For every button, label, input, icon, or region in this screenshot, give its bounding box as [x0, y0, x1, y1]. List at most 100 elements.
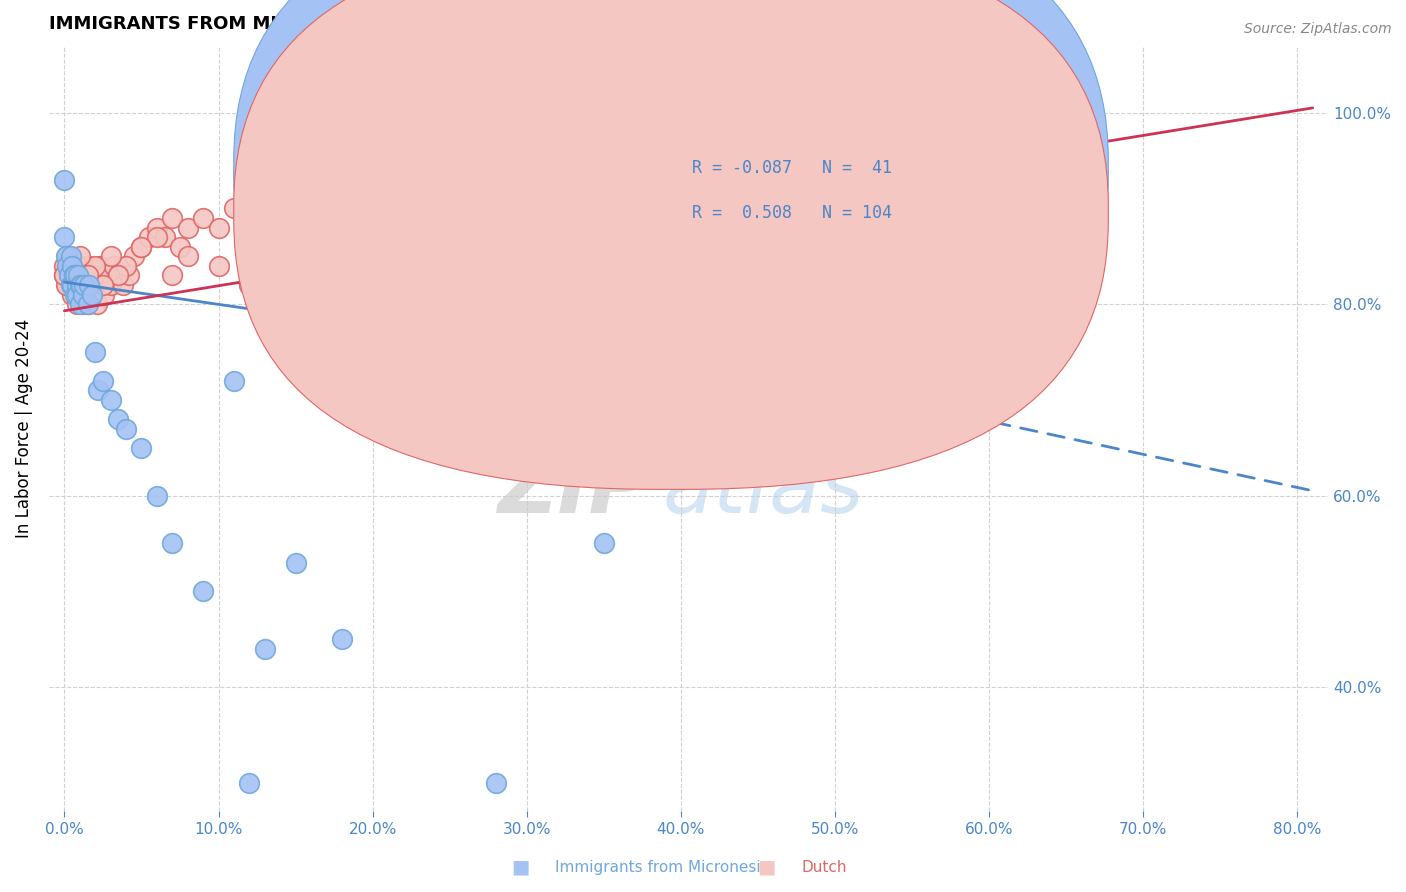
Point — [392, 172, 415, 186]
Point — [107, 268, 129, 283]
Point — [131, 240, 153, 254]
Point — [107, 268, 129, 283]
Point — [191, 584, 214, 599]
Point — [855, 144, 877, 158]
Point — [55, 259, 77, 273]
Point — [284, 202, 307, 216]
Point — [87, 384, 110, 398]
Point — [269, 268, 291, 283]
Point — [63, 268, 86, 283]
Point — [60, 259, 83, 273]
Point — [1008, 125, 1031, 139]
Point — [439, 182, 461, 196]
Point — [77, 277, 100, 292]
Point — [284, 556, 307, 570]
Text: atlas: atlas — [664, 450, 865, 531]
Point — [169, 240, 191, 254]
Point — [700, 268, 723, 283]
Point — [299, 249, 322, 263]
Point — [115, 259, 138, 273]
Point — [361, 345, 384, 359]
Text: Immigrants from Micronesia: Immigrants from Micronesia — [555, 860, 770, 874]
Point — [153, 230, 176, 244]
Point — [111, 277, 134, 292]
Point — [576, 153, 599, 168]
Point — [79, 277, 101, 292]
Point — [73, 277, 96, 292]
Point — [122, 249, 145, 263]
Point — [485, 775, 508, 789]
Point — [531, 172, 554, 186]
Point — [84, 259, 107, 273]
Point — [176, 249, 198, 263]
Point — [162, 268, 184, 283]
Point — [162, 536, 184, 550]
Point — [91, 277, 114, 292]
Point — [70, 277, 93, 292]
Point — [69, 259, 91, 273]
Text: ■: ■ — [510, 857, 530, 877]
Point — [66, 297, 89, 311]
Text: Source: ZipAtlas.com: Source: ZipAtlas.com — [1244, 22, 1392, 37]
Point — [66, 277, 89, 292]
Point — [131, 441, 153, 455]
Point — [75, 287, 97, 301]
Point — [60, 287, 83, 301]
Text: IMMIGRANTS FROM MICRONESIA VS DUTCH IN LABOR FORCE | AGE 20-24 CORRELATION CHART: IMMIGRANTS FROM MICRONESIA VS DUTCH IN L… — [49, 15, 1010, 33]
Text: R =  0.508   N = 104: R = 0.508 N = 104 — [692, 204, 891, 222]
Point — [73, 277, 96, 292]
Point — [948, 135, 970, 149]
Point — [58, 268, 80, 283]
Point — [762, 153, 785, 168]
Point — [103, 259, 125, 273]
Point — [346, 192, 368, 206]
Point — [207, 259, 229, 273]
Point — [58, 268, 80, 283]
Point — [77, 259, 100, 273]
Point — [623, 163, 645, 178]
Point — [62, 268, 84, 283]
Point — [93, 287, 115, 301]
Point — [67, 268, 90, 283]
Point — [87, 268, 110, 283]
Point — [917, 125, 939, 139]
Point — [53, 230, 76, 244]
Point — [562, 268, 585, 283]
Point — [53, 268, 76, 283]
Point — [222, 202, 245, 216]
Point — [162, 211, 184, 225]
Point — [191, 211, 214, 225]
Y-axis label: In Labor Force | Age 20-24: In Labor Force | Age 20-24 — [15, 319, 32, 538]
Point — [100, 392, 122, 407]
Point — [72, 287, 94, 301]
Point — [59, 277, 82, 292]
Point — [69, 287, 91, 301]
Point — [222, 374, 245, 388]
Point — [118, 268, 141, 283]
Point — [69, 277, 91, 292]
Point — [253, 641, 276, 656]
Point — [76, 297, 98, 311]
Point — [59, 277, 82, 292]
Point — [67, 268, 90, 283]
Point — [146, 220, 169, 235]
Point — [60, 259, 83, 273]
Point — [238, 277, 260, 292]
Point — [82, 287, 104, 301]
Point — [592, 536, 614, 550]
Point — [76, 297, 98, 311]
Text: Dutch: Dutch — [801, 860, 846, 874]
Point — [146, 489, 169, 503]
Point — [91, 374, 114, 388]
Point — [84, 345, 107, 359]
Point — [82, 287, 104, 301]
Point — [470, 259, 492, 273]
Point — [107, 412, 129, 426]
Point — [66, 287, 89, 301]
Point — [84, 277, 107, 292]
Point — [94, 268, 117, 283]
Point — [56, 277, 79, 292]
Point — [53, 259, 76, 273]
Point — [66, 277, 89, 292]
Point — [669, 259, 692, 273]
